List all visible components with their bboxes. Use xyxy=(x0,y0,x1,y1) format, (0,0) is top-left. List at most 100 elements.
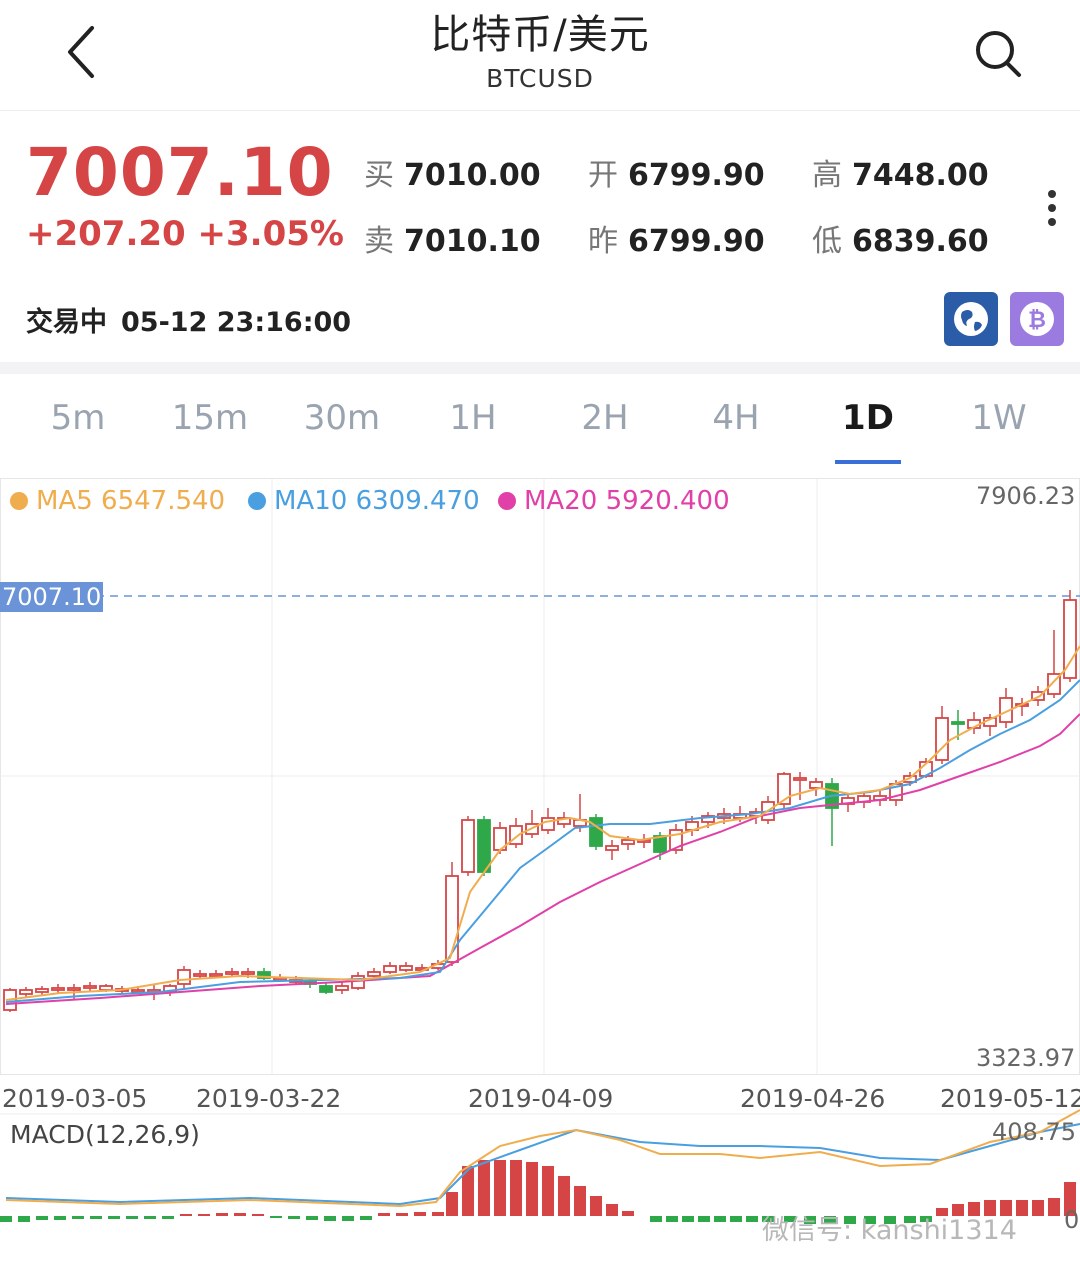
candle-body xyxy=(383,965,397,973)
ma10-label: MA10 xyxy=(274,486,348,516)
back-icon[interactable] xyxy=(58,22,108,82)
price-change: +207.20 +3.05% xyxy=(26,214,344,254)
macd-bar xyxy=(90,1216,102,1219)
macd-bar xyxy=(864,1216,876,1224)
candle-body xyxy=(621,839,635,845)
ma10-line xyxy=(5,679,1080,1003)
macd-bar xyxy=(1000,1200,1012,1216)
macd-bar xyxy=(270,1216,282,1218)
x-axis-label: 2019-04-26 xyxy=(740,1084,886,1113)
macd-bar xyxy=(72,1216,84,1219)
tab-5m[interactable]: 5m xyxy=(50,398,106,438)
status-timestamp: 05-12 23:16:00 xyxy=(121,307,352,338)
bitcoin-icon[interactable]: ₿ xyxy=(1010,292,1064,346)
tab-2h[interactable]: 2H xyxy=(581,398,629,438)
macd-bar xyxy=(108,1216,120,1219)
bid-label: 买 xyxy=(364,158,394,193)
macd-zero-label: 0 xyxy=(1064,1206,1080,1234)
macd-bar xyxy=(804,1216,816,1224)
x-axis-label: 2019-04-09 xyxy=(468,1084,614,1113)
macd-bar xyxy=(730,1216,742,1222)
candle-body xyxy=(319,985,333,993)
macd-bar xyxy=(324,1216,336,1221)
candle-body xyxy=(83,985,97,989)
candle-body xyxy=(809,781,823,789)
search-icon[interactable] xyxy=(968,24,1028,84)
legend-ma5: MA5 6547.540 xyxy=(10,486,225,516)
macd-bar xyxy=(234,1213,246,1216)
macd-bar xyxy=(54,1216,66,1220)
tab-30m[interactable]: 30m xyxy=(303,398,381,438)
macd-bar xyxy=(446,1192,458,1216)
macd-bar xyxy=(1064,1182,1076,1216)
macd-bar xyxy=(36,1216,48,1220)
macd-dea-line xyxy=(5,1109,1080,1208)
candlestick-chart-canvas xyxy=(0,478,1080,1224)
candle-body xyxy=(793,777,807,781)
candle-body xyxy=(367,971,381,977)
candle-body xyxy=(1063,599,1077,679)
macd-bar xyxy=(844,1216,856,1224)
macd-bar xyxy=(494,1160,506,1216)
macd-bar xyxy=(698,1216,710,1222)
macd-bar xyxy=(984,1200,996,1216)
tab-1w[interactable]: 1W xyxy=(971,398,1027,438)
macd-bar xyxy=(0,1216,12,1222)
high-value: 7448.00 xyxy=(852,158,989,193)
tab-4h[interactable]: 4H xyxy=(712,398,760,438)
high-label: 高 xyxy=(812,158,842,193)
globe-icon[interactable] xyxy=(944,292,998,346)
candle-body xyxy=(67,987,81,991)
x-axis-label: 2019-05-12 xyxy=(940,1084,1080,1113)
candle-body xyxy=(461,819,475,873)
open-label: 开 xyxy=(588,158,618,193)
macd-bar xyxy=(666,1216,678,1222)
macd-bar xyxy=(342,1216,354,1221)
macd-bar xyxy=(526,1162,538,1216)
section-separator xyxy=(0,362,1080,374)
ma20-value: 5920.400 xyxy=(605,486,730,516)
tab-1h[interactable]: 1H xyxy=(449,398,497,438)
active-tab-indicator xyxy=(835,460,901,464)
ma5-line xyxy=(5,645,1080,1001)
candle-body xyxy=(19,989,33,995)
bid-value: 7010.00 xyxy=(404,158,541,193)
macd-bar xyxy=(952,1204,964,1216)
candle-body xyxy=(177,969,191,985)
y-axis-max-label: 7906.23 xyxy=(976,482,1076,510)
tab-1d[interactable]: 1D xyxy=(842,398,894,438)
macd-bar xyxy=(542,1166,554,1216)
ma20-dot-icon xyxy=(498,492,516,510)
ask-value: 7010.10 xyxy=(404,224,541,259)
legend-ma10: MA10 6309.470 xyxy=(248,486,480,516)
macd-bar xyxy=(180,1214,192,1216)
candle-body xyxy=(935,717,949,761)
candle-body xyxy=(131,989,145,993)
macd-title: MACD(12,26,9) xyxy=(10,1120,200,1149)
x-axis-label: 2019-03-05 xyxy=(2,1084,148,1113)
macd-bar xyxy=(162,1216,174,1219)
macd-bar xyxy=(558,1176,570,1216)
tab-15m[interactable]: 15m xyxy=(171,398,249,438)
macd-bar xyxy=(396,1213,408,1216)
prev-close-label: 昨 xyxy=(588,224,618,259)
ma20-label: MA20 xyxy=(524,486,598,516)
more-options-icon[interactable] xyxy=(1040,184,1064,234)
status-text: 交易中 xyxy=(26,307,107,338)
candle-body xyxy=(35,988,49,993)
macd-dif-line xyxy=(5,1123,1080,1206)
macd-bar xyxy=(746,1216,758,1222)
ma5-label: MA5 xyxy=(36,486,93,516)
interval-tabs: 5m 15m 30m 1H 2H 4H 1D 1W xyxy=(0,374,1080,478)
ma5-value: 6547.540 xyxy=(101,486,226,516)
ask-stat: 卖 7010.10 xyxy=(364,216,541,260)
macd-bar xyxy=(360,1216,372,1220)
high-stat: 高 7448.00 xyxy=(812,150,989,194)
candle-body xyxy=(541,817,555,831)
macd-bar xyxy=(622,1211,634,1216)
macd-bar xyxy=(1048,1198,1060,1216)
macd-bar xyxy=(574,1186,586,1216)
price-chart[interactable]: MA5 6547.540 MA10 6309.470 MA20 5920.400… xyxy=(0,478,1080,1276)
candle-body xyxy=(701,815,715,823)
macd-bar xyxy=(306,1216,318,1220)
